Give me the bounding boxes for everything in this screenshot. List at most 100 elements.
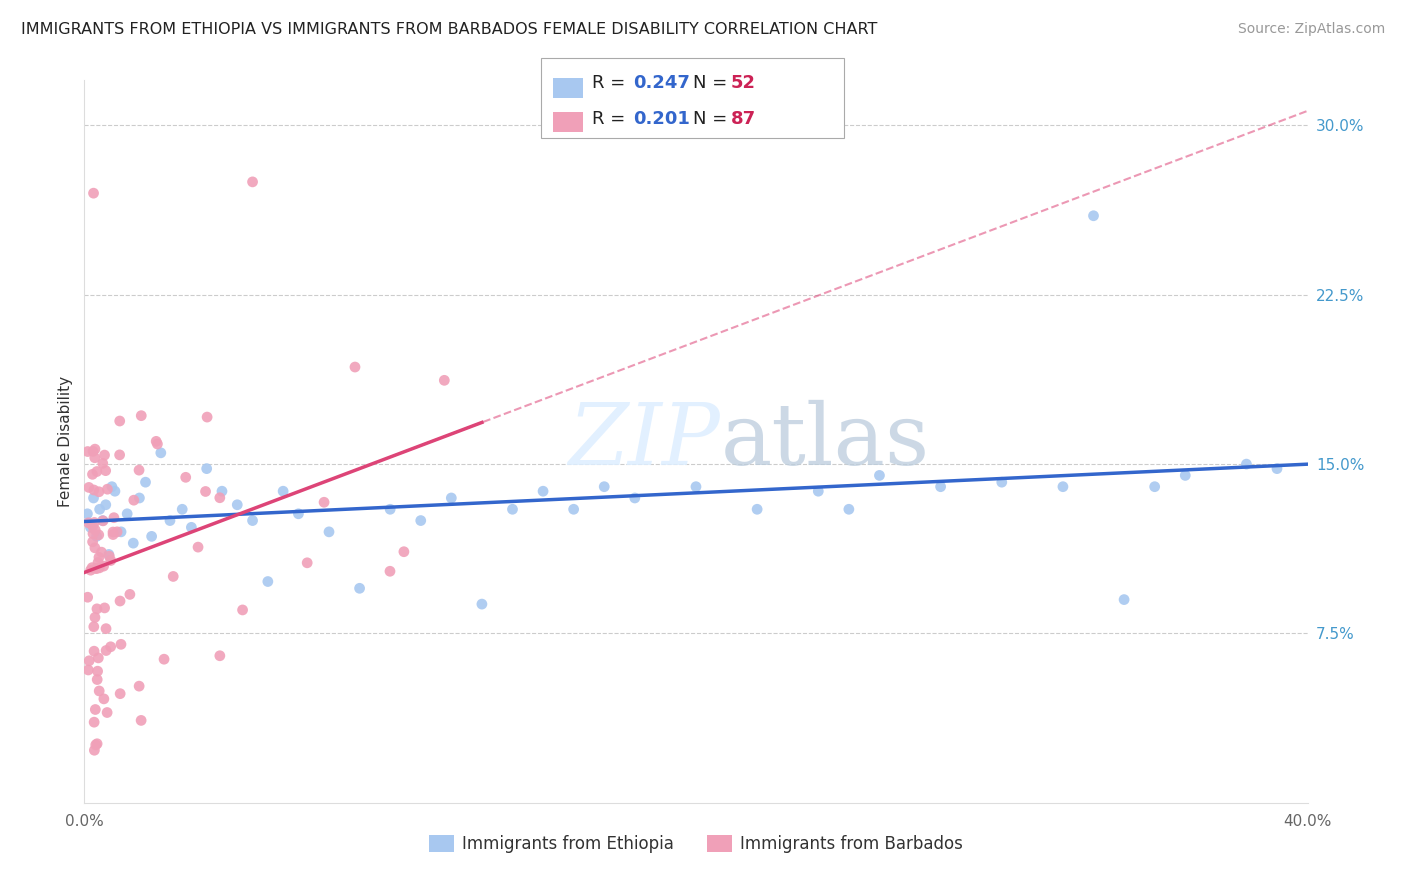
Point: [312, 495, 335, 509]
Point: [86, 561, 108, 575]
Point: [77, 480, 100, 494]
Point: [96, 706, 118, 720]
Point: [83, 516, 105, 530]
Text: Source: ZipAtlas.com: Source: ZipAtlas.com: [1237, 22, 1385, 37]
Point: [84, 523, 107, 537]
Point: [91, 514, 114, 528]
Y-axis label: Female Disability: Female Disability: [58, 376, 73, 508]
Point: [91, 514, 114, 528]
Point: [195, 410, 218, 425]
Point: [93, 448, 115, 462]
Point: [180, 520, 202, 534]
Point: [94, 464, 117, 478]
Point: [174, 470, 197, 484]
Point: [101, 480, 124, 494]
Point: [1236, 457, 1258, 471]
Text: 87: 87: [731, 110, 756, 128]
Point: [86, 529, 108, 543]
Point: [257, 574, 280, 589]
Point: [409, 514, 432, 528]
Text: ZIP: ZIP: [568, 401, 720, 483]
Point: [104, 484, 127, 499]
Point: [1143, 480, 1166, 494]
Point: [343, 359, 366, 374]
Point: [440, 491, 463, 505]
Point: [141, 529, 163, 543]
Point: [122, 536, 145, 550]
Point: [84, 442, 107, 457]
Text: 0.201: 0.201: [633, 110, 689, 128]
Point: [1114, 592, 1136, 607]
Point: [108, 448, 131, 462]
Point: [83, 620, 105, 634]
Point: [76, 444, 98, 458]
Point: [195, 461, 218, 475]
Point: [349, 582, 371, 596]
Point: [87, 484, 110, 499]
Point: [86, 673, 108, 687]
Point: [83, 483, 105, 497]
Point: [77, 663, 100, 677]
Point: [378, 564, 401, 578]
Point: [93, 601, 115, 615]
Point: [89, 684, 111, 698]
Point: [83, 491, 105, 505]
Text: IMMIGRANTS FROM ETHIOPIA VS IMMIGRANTS FROM BARBADOS FEMALE DISABILITY CORRELATI: IMMIGRANTS FROM ETHIOPIA VS IMMIGRANTS F…: [21, 22, 877, 37]
Point: [1083, 209, 1105, 223]
Point: [83, 644, 105, 658]
Point: [318, 524, 340, 539]
Point: [87, 550, 110, 565]
Point: [108, 594, 131, 608]
Point: [108, 414, 131, 428]
Point: [287, 507, 309, 521]
Point: [295, 556, 318, 570]
Point: [128, 679, 150, 693]
Point: [380, 502, 402, 516]
Point: [593, 480, 616, 494]
Point: [77, 654, 100, 668]
Text: R =: R =: [592, 110, 631, 128]
Point: [98, 549, 121, 563]
Point: [807, 484, 830, 499]
Point: [86, 664, 108, 678]
Point: [271, 484, 294, 499]
Point: [76, 591, 98, 605]
Point: [83, 743, 105, 757]
Point: [194, 484, 217, 499]
Point: [89, 561, 111, 575]
Point: [208, 491, 231, 505]
Point: [84, 738, 107, 752]
Point: [110, 524, 132, 539]
Point: [100, 553, 122, 567]
Point: [110, 637, 132, 651]
Point: [129, 714, 152, 728]
Point: [84, 561, 107, 575]
Point: [991, 475, 1014, 490]
Point: [162, 569, 184, 583]
Point: [624, 491, 647, 505]
Point: [82, 526, 104, 541]
Point: [392, 545, 415, 559]
Point: [838, 502, 860, 516]
Point: [82, 467, 104, 482]
Point: [118, 587, 141, 601]
Point: [226, 498, 249, 512]
Text: N =: N =: [693, 74, 733, 92]
Point: [242, 514, 264, 528]
Point: [93, 691, 115, 706]
Point: [149, 446, 172, 460]
Point: [87, 651, 110, 665]
Point: [82, 534, 104, 549]
Point: [146, 437, 169, 451]
Point: [89, 502, 111, 516]
Point: [869, 468, 891, 483]
Point: [84, 610, 107, 624]
Point: [87, 555, 110, 569]
Point: [76, 507, 98, 521]
Point: [1174, 468, 1197, 483]
Point: [128, 463, 150, 477]
Point: [96, 482, 118, 496]
Point: [82, 560, 104, 574]
Point: [83, 715, 105, 730]
Point: [562, 502, 585, 516]
